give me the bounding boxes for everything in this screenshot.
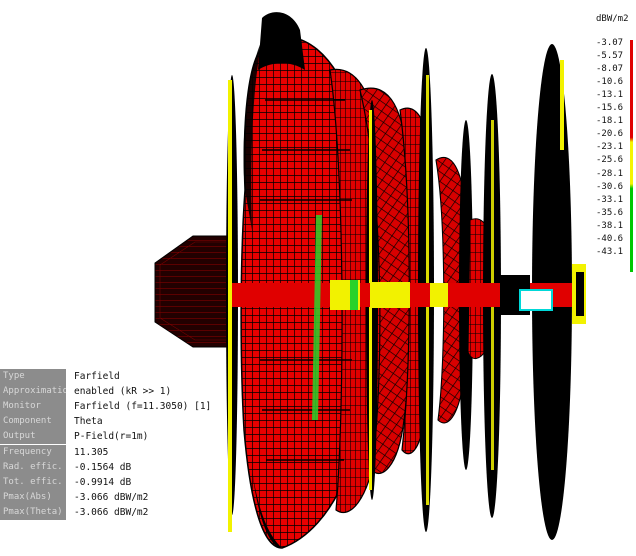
property-value: Farfield (74, 371, 120, 383)
axis-beam-accent (350, 280, 358, 310)
green-streak (312, 215, 322, 420)
property-key: Approximation (0, 384, 66, 400)
property-key: Output (0, 429, 66, 445)
property-key: Monitor (0, 399, 66, 415)
property-row: Approximation enabled (kR >> 1) (0, 384, 240, 400)
colorbar-tick: -8.07 (596, 64, 624, 75)
colorbar-tick: -35.6 (596, 207, 624, 218)
main-lobe-ribs (260, 99, 352, 461)
property-row: Output P-Field(r=1m) (0, 429, 240, 445)
colorbar-tick: -38.1 (596, 220, 624, 231)
colorbar-tick: -5.57 (596, 51, 624, 62)
property-value: enabled (kR >> 1) (74, 386, 172, 398)
rear-disc-rim (228, 80, 232, 532)
rear-hex-lobe (154, 235, 233, 348)
colorbar-strip (630, 40, 633, 272)
property-key: Tot. effic. (0, 474, 66, 490)
colorbar-tick: -10.6 (596, 77, 624, 88)
property-key: Component (0, 414, 66, 430)
property-value: -3.066 dBW/m2 (74, 491, 149, 503)
property-row: Pmax(Abs) -3.066 dBW/m2 (0, 489, 240, 505)
front-disc-rim (560, 60, 564, 150)
property-row: Component Theta (0, 414, 240, 430)
feed-aperture (519, 289, 553, 311)
colorbar-tick: -43.1 (596, 246, 624, 257)
property-key: Type (0, 369, 66, 385)
colorbar-tick: -30.6 (596, 181, 624, 192)
main-lobe-dark-shell (243, 40, 262, 230)
axis-beam-hot-3 (430, 283, 448, 307)
colorbar-tick: -15.6 (596, 103, 624, 114)
property-key: Pmax(Abs) (0, 489, 66, 505)
property-value: -0.9914 dB (74, 476, 132, 488)
property-value: P-Field(r=1m) (74, 431, 149, 443)
main-lobe-dark-bottom (252, 470, 282, 548)
property-value: -0.1564 dB (74, 461, 132, 473)
colorbar-tick: -13.1 (596, 90, 624, 101)
properties-panel: Type Farfield Approximation enabled (kR >> … (0, 369, 240, 520)
colorbar-tick: -18.1 (596, 116, 624, 127)
property-row: Pmax(Theta) -3.066 dBW/m2 (0, 504, 240, 520)
colorbar-tick: -25.6 (596, 155, 624, 166)
axis-beam-hot-2 (370, 282, 410, 308)
colorbar-tick: -20.6 (596, 129, 624, 140)
colorbar-tick: -3.07 (596, 38, 624, 48)
property-key: Frequency (0, 444, 66, 460)
main-lobe-dark-cap-top (258, 12, 305, 70)
property-value: Theta (74, 416, 103, 428)
feed-tip-inner (576, 272, 584, 316)
colorbar-tick: -23.1 (596, 142, 624, 153)
colorbar-tick: -33.1 (596, 194, 624, 205)
property-value: -3.066 dBW/m2 (74, 506, 149, 518)
colorbar: dBW/m2 -3.07 -5.57 -8.07 -10.6 -13.1 -15.6 -18… (596, 14, 636, 274)
property-row: Monitor Farfield (f=11.3050) [1] (0, 399, 240, 415)
colorbar-tick: -28.1 (596, 168, 624, 179)
property-value: 11.305 (74, 446, 109, 458)
property-row: Frequency 11.305 (0, 444, 240, 460)
property-row: Tot. effic. -0.9914 dB (0, 474, 240, 490)
colorbar-tick: -40.6 (596, 233, 624, 244)
colorbar-unit: dBW/m2 (596, 14, 629, 24)
property-key: Rad. effic. (0, 459, 66, 475)
property-key: Pmax(Theta) (0, 504, 66, 520)
property-row: Rad. effic. -0.1564 dB (0, 459, 240, 475)
property-value: Farfield (f=11.3050) [1] (74, 401, 212, 413)
property-row: Type Farfield (0, 369, 240, 385)
